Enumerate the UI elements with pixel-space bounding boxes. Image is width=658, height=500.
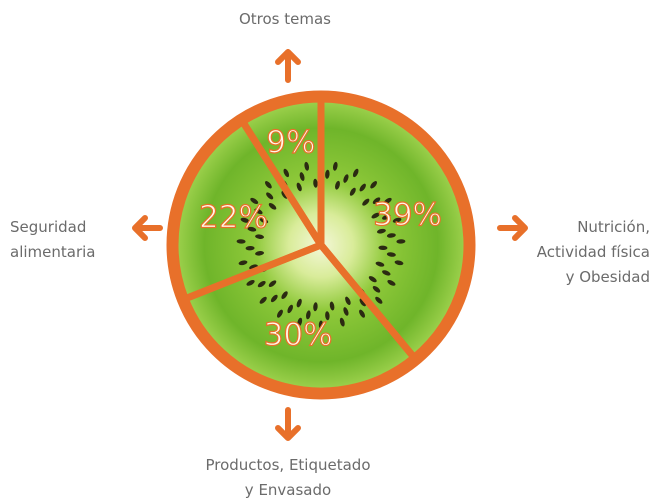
kiwi-seed [394,260,404,266]
kiwi-seed [264,181,272,189]
kiwi-seed [349,187,356,196]
kiwi-seed [325,311,330,321]
kiwi-seed [377,228,386,234]
value-label: 22% [199,200,268,236]
kiwi-seed [332,161,338,171]
kiwi-seed [375,261,385,267]
category-label: Seguridad alimentaria [10,218,95,261]
arrow-right [497,215,528,241]
arrow-up [275,49,301,83]
kiwi-seed [268,280,277,287]
kiwi-seed [304,161,310,171]
kiwi-seed [306,310,311,320]
kiwi-seed [250,197,259,205]
kiwi-seed [335,180,340,190]
kiwi-seed [268,203,277,210]
kiwi-seed [240,217,250,223]
kiwi-seed [359,183,366,192]
kiwi-seed [287,304,293,314]
kiwi-seed [352,168,359,178]
kiwi-seed [378,245,388,250]
kiwi-seed [313,178,318,188]
kiwi-seed [371,212,380,219]
arrows [132,49,528,441]
category-label: Otros temas [239,10,331,28]
kiwi-seed [362,198,370,206]
kiwi-seed [246,280,255,286]
kiwi-seed [387,280,396,286]
kiwi-seed [359,298,366,307]
kiwi-seed [247,226,257,232]
kiwi-seed [375,296,383,304]
kiwi-seed [345,296,351,306]
kiwi-seed [370,181,378,189]
pie-ring [166,90,476,400]
kiwi-seed [276,309,283,318]
kiwi-seed [386,252,396,257]
kiwi-seed [245,245,255,251]
kiwi-seed [368,276,377,283]
kiwi-seed [382,214,391,220]
kiwi-seed [396,239,406,244]
value-label: 39% [373,197,442,233]
kiwi-seed [392,217,402,223]
arrow-left [132,215,163,241]
kiwi-seed [255,251,265,256]
kiwi-seed [297,317,303,327]
kiwi-seed [259,296,267,304]
kiwi-seed [281,291,288,300]
kiwi-seed [329,301,335,311]
kiwi-seed [372,285,381,293]
kiwi-seed [299,172,305,181]
kiwi-seed [257,281,266,288]
kiwi-seed [382,270,391,276]
category-label: Productos, Etiquetado y Envasado [205,456,370,499]
value-label: 30% [264,317,333,353]
kiwi-seed [313,302,318,312]
arrow-down [275,407,301,441]
kiwi-seed [270,294,278,303]
kiwi-seed [343,174,349,183]
kiwi-seed [383,197,392,205]
kiwi-seed [339,317,345,327]
kiwi-seed [318,320,324,330]
kiwi-seed [343,307,349,316]
kiwi-seed [254,208,263,215]
kiwi-seed [325,169,330,179]
kiwi-seed [281,190,288,199]
kiwi-seed [283,168,290,178]
kiwi-seed [296,298,302,308]
kiwi-seed [266,192,274,200]
kiwi-seed [259,217,269,224]
kiwi-seed [372,197,381,205]
kiwi-seed [386,233,396,238]
kiwi-seed [236,239,246,244]
kiwi-seed [296,182,302,192]
kiwi-seed [238,260,248,266]
value-label: 9% [266,124,315,160]
category-label: Nutrición, Actividad física y Obesidad [537,218,650,286]
kiwi-seed [255,234,265,239]
kiwi-seed [359,309,366,318]
